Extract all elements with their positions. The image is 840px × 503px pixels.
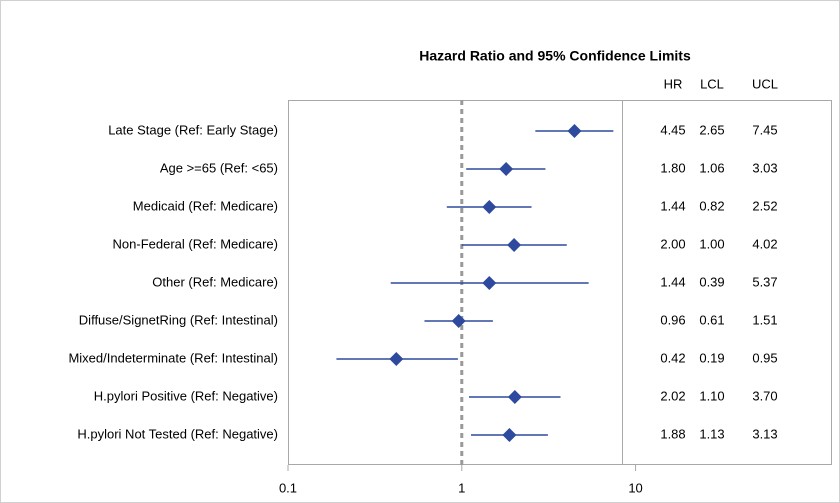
column-header: UCL: [752, 76, 778, 91]
hazard-ratio-marker: [507, 238, 522, 252]
table-value: 0.96: [660, 312, 685, 327]
table-value: 3.70: [752, 388, 777, 403]
table-value: 4.02: [752, 236, 777, 251]
table-value: 2.52: [752, 198, 777, 213]
row-label: Medicaid (Ref: Medicare): [133, 198, 278, 213]
table-value: 1.44: [660, 274, 685, 289]
chart-title: Hazard Ratio and 95% Confidence Limits: [419, 48, 691, 64]
x-tick-label: 0.1: [279, 480, 297, 495]
row-label: Age >=65 (Ref: <65): [160, 160, 278, 175]
table-value: 1.06: [699, 160, 724, 175]
table-value: 7.45: [752, 122, 777, 137]
hazard-ratio-marker: [502, 428, 517, 442]
table-value: 1.13: [699, 426, 724, 441]
table-value: 3.13: [752, 426, 777, 441]
x-tick-label: 10: [628, 480, 642, 495]
table-value: 1.00: [699, 236, 724, 251]
column-header: LCL: [700, 76, 724, 91]
column-header: HR: [664, 76, 683, 91]
table-value: 2.00: [660, 236, 685, 251]
row-label: Other (Ref: Medicare): [152, 274, 278, 289]
table-value: 0.39: [699, 274, 724, 289]
row-label: H.pylori Positive (Ref: Negative): [94, 388, 278, 403]
table-value: 4.45: [660, 122, 685, 137]
row-label: Mixed/Indeterminate (Ref: Intestinal): [68, 350, 278, 365]
table-value: 0.61: [699, 312, 724, 327]
x-tick-label: 1: [458, 480, 465, 495]
hazard-ratio-marker: [482, 276, 497, 290]
table-value: 5.37: [752, 274, 777, 289]
table-value: 0.82: [699, 198, 724, 213]
table-value: 0.19: [699, 350, 724, 365]
table-value: 1.44: [660, 198, 685, 213]
table-value: 3.03: [752, 160, 777, 175]
table-value: 0.95: [752, 350, 777, 365]
table-value: 0.42: [660, 350, 685, 365]
hazard-ratio-marker: [389, 352, 404, 366]
hazard-ratio-marker: [567, 124, 582, 138]
row-label: H.pylori Not Tested (Ref: Negative): [77, 426, 278, 441]
row-label: Diffuse/SignetRing (Ref: Intestinal): [79, 312, 278, 327]
table-value: 1.88: [660, 426, 685, 441]
table-value: 2.65: [699, 122, 724, 137]
hazard-ratio-marker: [451, 314, 466, 328]
table-value: 1.10: [699, 388, 724, 403]
table-value: 1.51: [752, 312, 777, 327]
hazard-ratio-marker: [507, 390, 522, 404]
table-value: 1.80: [660, 160, 685, 175]
hazard-ratio-marker: [482, 200, 497, 214]
row-label: Non-Federal (Ref: Medicare): [113, 236, 278, 251]
row-label: Late Stage (Ref: Early Stage): [108, 122, 278, 137]
plot-frame: [288, 100, 832, 465]
hazard-ratio-marker: [499, 162, 514, 176]
table-value: 2.02: [660, 388, 685, 403]
